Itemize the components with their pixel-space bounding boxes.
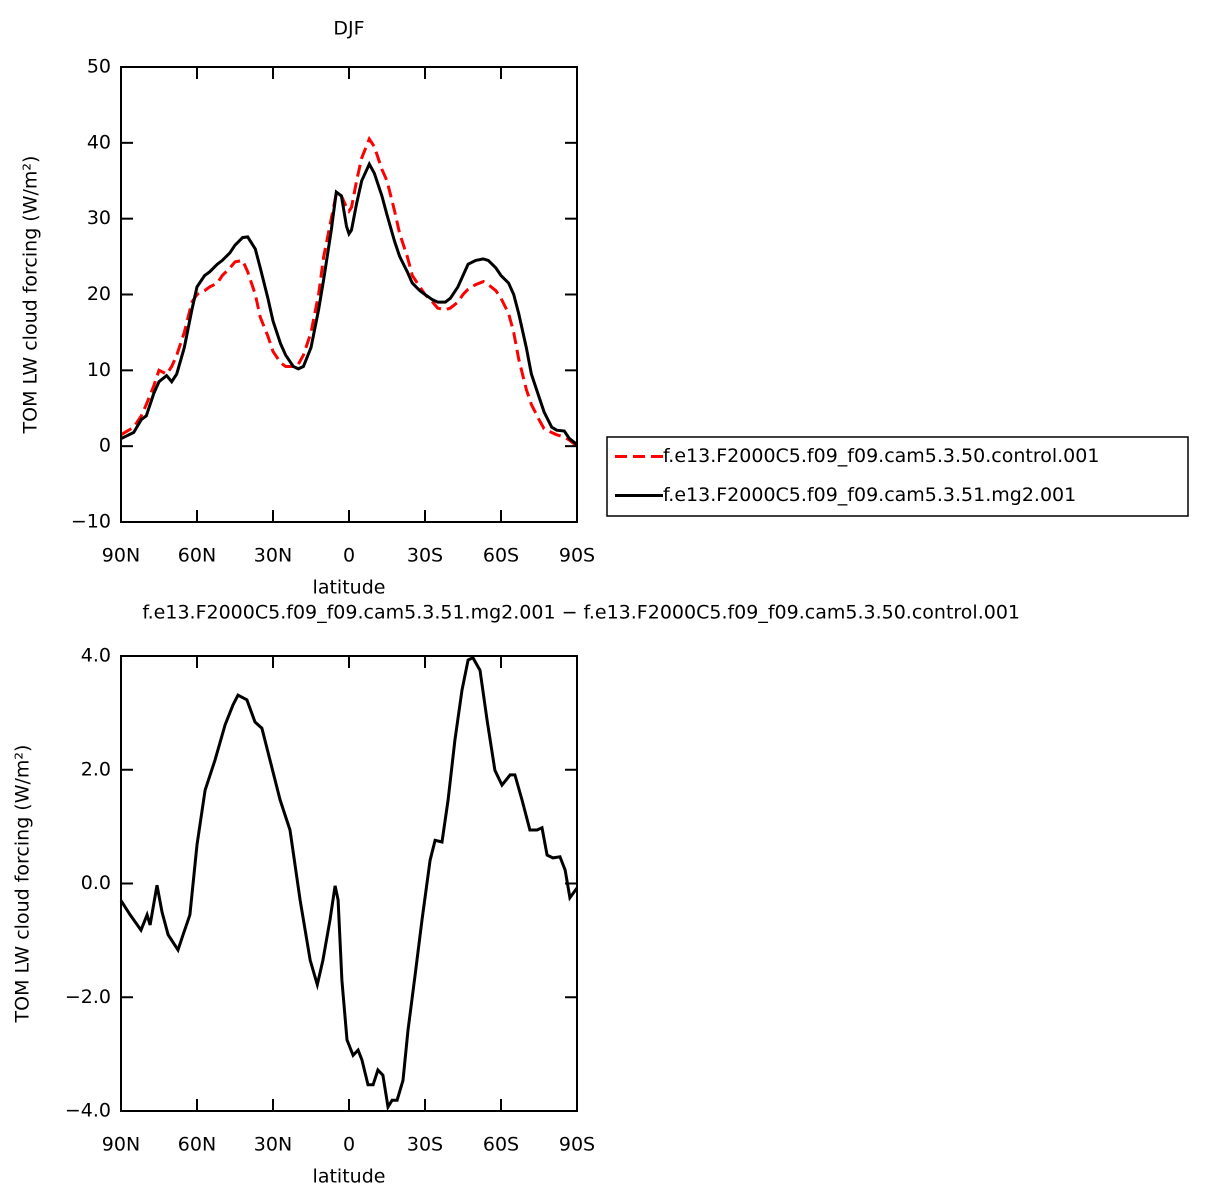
x-tick-label: 30S <box>407 545 443 567</box>
x-axis-label: latitude <box>313 577 386 599</box>
y-tick-label: −10 <box>71 511 111 533</box>
data-line <box>120 135 578 448</box>
y-tick-label: 30 <box>87 207 111 229</box>
x-tick-label: 0 <box>343 545 355 567</box>
x-tick-label: 30S <box>407 1134 443 1156</box>
data-line <box>120 160 578 446</box>
plot-frame <box>120 66 578 523</box>
y-axis-label: TOM LW cloud forcing (W/m²) <box>20 156 42 435</box>
y-tick-label: 2.0 <box>81 758 111 780</box>
x-tick-label: 60S <box>483 545 519 567</box>
x-tick-label: 90N <box>102 1134 140 1156</box>
legend-box <box>606 436 1189 517</box>
x-tick-label: 30N <box>254 545 292 567</box>
x-tick-label: 30N <box>254 1134 292 1156</box>
chart-title: f.e13.F2000C5.f09_f09.cam5.3.51.mg2.001 … <box>142 602 1020 624</box>
y-tick-label: 20 <box>87 283 111 305</box>
y-tick-label: 0.0 <box>81 872 111 894</box>
y-tick-label: 10 <box>87 359 111 381</box>
y-tick-label: 4.0 <box>81 645 111 667</box>
legend-label: f.e13.F2000C5.f09_f09.cam5.3.50.control.… <box>663 445 1099 467</box>
x-axis-label: latitude <box>313 1166 386 1188</box>
x-tick-label: 90S <box>559 1134 595 1156</box>
y-axis-label: TOM LW cloud forcing (W/m²) <box>12 745 34 1024</box>
y-tick-label: 0 <box>99 435 111 457</box>
y-tick-label: 40 <box>87 131 111 153</box>
x-tick-label: 60N <box>178 1134 216 1156</box>
y-tick-label: −4.0 <box>65 1100 111 1122</box>
x-tick-label: 0 <box>343 1134 355 1156</box>
y-tick-label: −2.0 <box>65 986 111 1008</box>
chart-title: DJF <box>333 18 364 40</box>
x-tick-label: 90S <box>559 545 595 567</box>
x-tick-label: 90N <box>102 545 140 567</box>
y-tick-label: 50 <box>87 56 111 78</box>
legend-label: f.e13.F2000C5.f09_f09.cam5.3.51.mg2.001 <box>663 484 1076 506</box>
x-tick-label: 60S <box>483 1134 519 1156</box>
x-tick-label: 60N <box>178 545 216 567</box>
data-line <box>119 655 579 1112</box>
